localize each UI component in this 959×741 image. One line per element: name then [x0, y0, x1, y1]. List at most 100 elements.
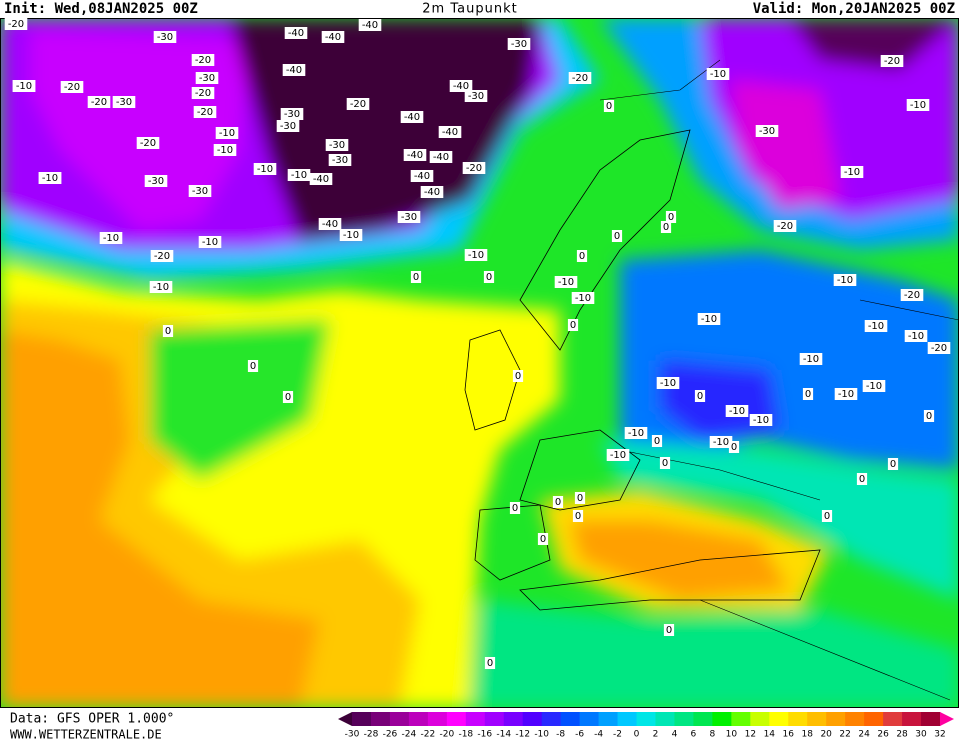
legend-tick-label: -12	[515, 730, 530, 740]
contour-label: -40	[407, 150, 423, 161]
contour-label: -30	[332, 155, 348, 166]
contour-label-box	[483, 271, 495, 283]
contour-label: -20	[154, 251, 170, 262]
legend-tick-label: -2	[613, 730, 622, 740]
contour-label-box	[709, 436, 733, 448]
legend-swatch	[522, 712, 543, 726]
contour-label: -20	[777, 221, 793, 232]
contour-label: -10	[217, 145, 233, 156]
contour-label-box	[60, 81, 84, 93]
contour-label-box	[697, 313, 721, 325]
contour-label-box	[287, 169, 311, 181]
contour-label-box	[660, 221, 672, 233]
contour-label-box	[12, 80, 36, 92]
legend-swatch	[389, 712, 410, 726]
contour-label-box	[512, 370, 524, 382]
contour-label: -10	[868, 321, 884, 332]
contour-label-box	[624, 427, 648, 439]
contour-label: 0	[731, 442, 737, 453]
contour-label: 0	[285, 392, 291, 403]
contour-label-box	[4, 18, 28, 30]
contour-label: -20	[884, 56, 900, 67]
contour-label: -10	[575, 293, 591, 304]
contour-label: -10	[468, 250, 484, 261]
contour-label: -10	[866, 381, 882, 392]
legend-tick-label: -24	[402, 730, 417, 740]
contour-label: -10	[103, 233, 119, 244]
contour-label-box	[136, 137, 160, 149]
legend-swatch	[731, 712, 751, 726]
contour-label: 0	[666, 625, 672, 636]
contour-label-box	[927, 342, 951, 354]
contour-label: -40	[362, 20, 378, 31]
legend-tick-label: 10	[726, 730, 738, 740]
contour-label-box	[864, 320, 888, 332]
contour-label-box	[464, 249, 488, 261]
contour-label-box	[856, 473, 868, 485]
legend-swatch	[902, 712, 922, 726]
contour-label-box	[247, 360, 259, 372]
legend-tick-label: 6	[691, 730, 697, 740]
legend-tick-label: -28	[364, 730, 379, 740]
contour-label-box	[728, 441, 740, 453]
contour-label-box	[339, 229, 363, 241]
legend-tick-label: -20	[439, 730, 454, 740]
contour-label-box	[906, 99, 930, 111]
contour-label-box	[574, 492, 586, 504]
contour-label-box	[150, 250, 174, 262]
contour-label: -10	[908, 331, 924, 342]
map-title: 2m Taupunkt	[422, 2, 517, 17]
legend-tick-label: -10	[534, 730, 549, 740]
contour-label-box	[321, 31, 345, 43]
contour-label-box	[191, 54, 215, 66]
contour-label: -10	[291, 170, 307, 181]
contour-label: 0	[486, 272, 492, 283]
legend-swatch	[598, 712, 619, 726]
contour-label: -10	[42, 173, 58, 184]
contour-label: -30	[192, 186, 208, 197]
legend-swatch	[560, 712, 581, 726]
contour-label: -20	[572, 73, 588, 84]
contour-label: -40	[453, 81, 469, 92]
legend-tick-label: -6	[575, 730, 584, 740]
contour-label-box	[923, 410, 935, 422]
contour-label: -10	[910, 100, 926, 111]
legend-swatch	[826, 712, 846, 726]
contour-label-box	[213, 144, 237, 156]
legend-tick-label: 12	[745, 730, 756, 740]
contour-label: 0	[859, 474, 865, 485]
contour-label: 0	[250, 361, 256, 372]
contour-label-box	[438, 126, 462, 138]
legend-tick-label: 22	[839, 730, 850, 740]
contour-label: -10	[701, 314, 717, 325]
contour-label-box	[462, 162, 486, 174]
contour-label: 0	[570, 320, 576, 331]
contour-label: 0	[614, 231, 620, 242]
contour-label: 0	[606, 101, 612, 112]
contour-label-box	[887, 458, 899, 470]
contour-label: -10	[660, 378, 676, 389]
contour-label: -20	[140, 138, 156, 149]
contour-label: -10	[837, 275, 853, 286]
contour-label: 0	[890, 459, 896, 470]
legend-tick-label: -30	[345, 730, 360, 740]
contour-label-box	[611, 230, 623, 242]
legend-swatch	[617, 712, 638, 726]
legend-tick-label: -8	[556, 730, 565, 740]
legend-swatch	[352, 712, 372, 726]
legend-tick-label: 18	[801, 730, 813, 740]
contour-label: -30	[157, 32, 173, 43]
contour-label: -10	[710, 69, 726, 80]
contour-label-box	[749, 414, 773, 426]
contour-label-box	[567, 319, 579, 331]
legend-swatch	[769, 712, 789, 726]
legend-tick-label: -26	[383, 730, 398, 740]
legend-tick-label: -18	[458, 730, 473, 740]
legend-swatch	[465, 712, 486, 726]
legend-swatch	[807, 712, 827, 726]
contour-label-box	[571, 292, 595, 304]
contour-label: -30	[468, 91, 484, 102]
legend-swatch	[579, 712, 600, 726]
contour-label-box	[833, 274, 857, 286]
contour-label: 0	[413, 272, 419, 283]
